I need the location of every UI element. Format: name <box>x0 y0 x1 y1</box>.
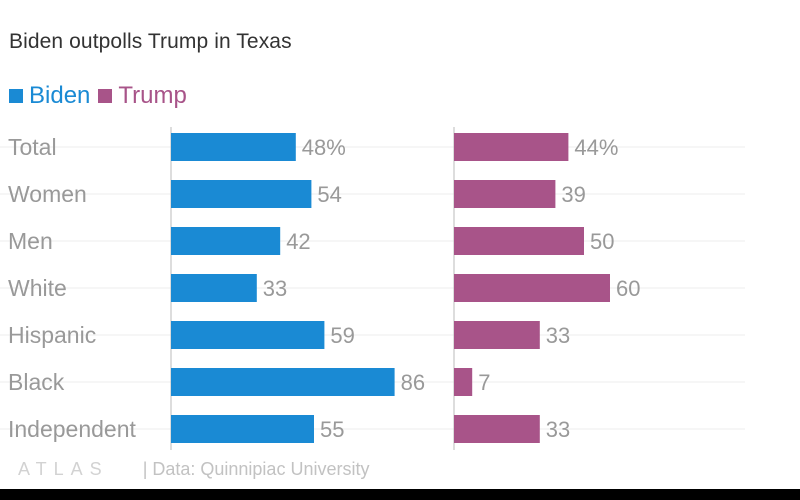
biden-bar <box>171 321 325 349</box>
biden-value-label: 59 <box>330 323 354 348</box>
legend-item-biden: Biden <box>9 82 90 110</box>
trump-bar <box>454 274 610 302</box>
biden-value-label: 48% <box>302 135 346 160</box>
atlas-logo: ATLAS <box>18 459 109 479</box>
trump-value-label: 60 <box>616 276 640 301</box>
trump-bar <box>454 415 540 443</box>
footer: ATLAS | Data: Quinnipiac University <box>18 459 369 480</box>
biden-bar <box>171 415 314 443</box>
trump-value-label: 50 <box>590 229 614 254</box>
category-label: Total <box>8 134 57 160</box>
trump-value-label: 39 <box>561 182 585 207</box>
category-label: Independent <box>8 416 137 442</box>
legend-label-biden: Biden <box>29 82 91 109</box>
bar-chart: Total 48% 44% Women 54 39 Men 42 50 White 33 60 Hisp… <box>0 127 745 450</box>
trump-bar <box>454 368 473 396</box>
trump-bar <box>454 321 540 349</box>
trump-bar <box>454 227 584 255</box>
chart-title: Biden outpolls Trump in Texas <box>9 30 292 53</box>
legend-swatch-trump <box>98 89 113 103</box>
biden-bar <box>171 133 296 161</box>
category-label: White <box>8 275 67 301</box>
legend-swatch-biden <box>9 89 23 103</box>
biden-value-label: 55 <box>320 417 344 442</box>
trump-bar <box>454 133 569 161</box>
category-label: Women <box>8 181 87 207</box>
biden-bar <box>171 227 281 255</box>
biden-bar <box>171 180 312 208</box>
biden-value-label: 86 <box>401 370 425 395</box>
biden-bar <box>171 368 395 396</box>
biden-value-label: 42 <box>286 229 310 254</box>
source-note: | Data: Quinnipiac University <box>142 459 370 479</box>
biden-value-label: 54 <box>317 182 341 207</box>
trump-value-label: 7 <box>478 370 490 395</box>
legend: Biden Trump <box>9 82 195 110</box>
trump-bar <box>454 180 556 208</box>
trump-value-label: 33 <box>546 323 570 348</box>
trump-value-label: 33 <box>546 417 570 442</box>
category-label: Black <box>8 369 65 395</box>
category-label: Hispanic <box>8 322 96 348</box>
screen-bottom-edge <box>0 489 800 500</box>
legend-label-trump: Trump <box>118 82 187 109</box>
biden-bar <box>171 274 257 302</box>
trump-value-label: 44% <box>574 135 618 160</box>
category-label: Men <box>8 228 53 254</box>
legend-item-trump: Trump <box>98 82 187 110</box>
biden-value-label: 33 <box>263 276 287 301</box>
